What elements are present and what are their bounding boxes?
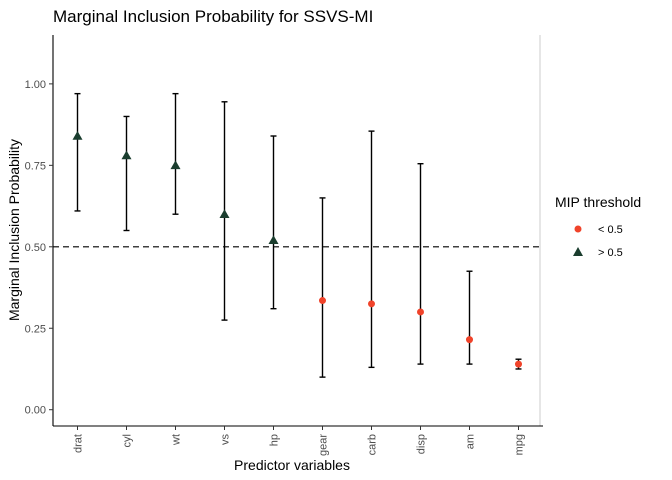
data-point-hp (268, 135, 279, 310)
point-marker-circle (515, 360, 522, 368)
data-point-cyl (121, 115, 132, 232)
x-axis: drat cyl wt vs hp gear carb disp am mpg (53, 425, 543, 456)
chart-title: Marginal Inclusion Probability for SSVS-… (53, 7, 373, 26)
x-tick-label: vs (220, 434, 232, 446)
chart-marks (53, 92, 543, 378)
legend-title: MIP threshold (555, 194, 641, 210)
point-marker-circle (368, 300, 375, 308)
x-axis-title: Predictor variables (234, 457, 350, 473)
point-marker-triangle (170, 160, 181, 170)
legend: MIP threshold < 0.5 > 0.5 (555, 194, 641, 259)
x-tick-label: am (465, 434, 477, 449)
x-tick-label: mpg (514, 434, 526, 455)
y-tick-label: 0.00 (25, 405, 46, 417)
point-marker-triangle (268, 235, 279, 245)
point-marker-circle (319, 297, 326, 305)
x-tick-label: gear (318, 434, 330, 456)
x-tick-label: carb (367, 434, 379, 455)
legend-marker-circle (574, 225, 582, 233)
y-axis: 0.00 0.25 0.50 0.75 1.00 (25, 35, 54, 426)
data-point-carb (368, 130, 375, 369)
y-tick-label: 0.50 (25, 242, 46, 254)
data-point-am (466, 270, 473, 365)
data-point-disp (417, 163, 424, 365)
x-tick-label: disp (416, 434, 428, 454)
point-marker-circle (466, 336, 473, 344)
x-tick-label: wt (171, 434, 183, 446)
point-marker-triangle (121, 150, 132, 160)
legend-item: > 0.5 (573, 247, 623, 259)
x-tick-label: cyl (122, 434, 134, 447)
data-point-mpg (515, 358, 522, 370)
y-tick-label: 0.75 (25, 160, 46, 172)
point-marker-triangle (219, 209, 230, 218)
x-tick-label: hp (269, 434, 281, 446)
legend-marker-triangle (573, 247, 583, 256)
legend-label: < 0.5 (598, 224, 623, 236)
point-marker-triangle (72, 131, 83, 140)
data-point-wt (170, 92, 181, 215)
y-tick-label: 1.00 (25, 79, 46, 91)
data-point-gear (319, 197, 326, 378)
x-tick-label: drat (73, 434, 85, 453)
legend-item: < 0.5 (574, 224, 623, 236)
y-axis-title: Marginal Inclusion Probability (6, 139, 22, 321)
point-marker-circle (417, 308, 424, 316)
data-point-drat (72, 92, 83, 212)
data-point-vs (219, 101, 230, 321)
legend-label: > 0.5 (598, 247, 623, 259)
y-tick-label: 0.25 (25, 323, 46, 335)
